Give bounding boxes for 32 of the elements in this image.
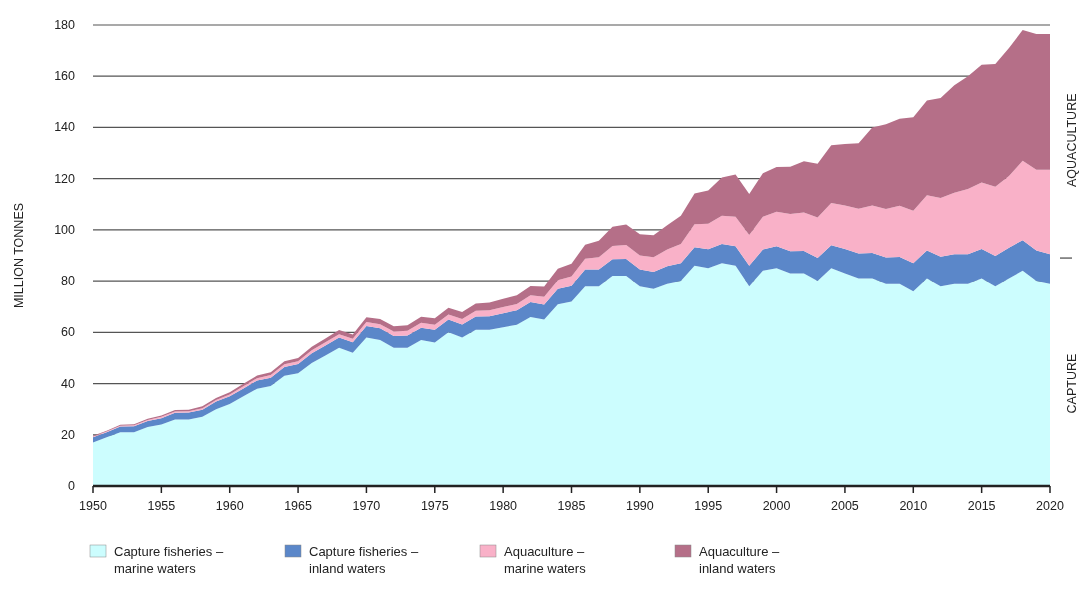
x-tick-label: 1950 (79, 499, 107, 513)
x-tick-label: 1980 (489, 499, 518, 513)
x-tick-label: 2020 (1036, 499, 1064, 513)
x-tick-label: 1995 (694, 499, 723, 513)
x-tick-label: 1970 (352, 499, 381, 513)
y-tick-label: 60 (61, 325, 76, 340)
text: AQUACULTURE (1065, 93, 1079, 188)
x-tick-label: 1985 (557, 499, 586, 513)
x-tick-label: 1975 (420, 499, 449, 513)
text: CAPTURE (1065, 353, 1079, 414)
y-tick-label: 40 (61, 376, 76, 391)
x-tick-label: 1955 (147, 499, 176, 513)
x-tick-label: 1990 (625, 499, 654, 513)
x-tick-label: 2010 (899, 499, 928, 513)
x-tick-label: 2000 (762, 499, 791, 513)
legend-label: Capture fisheries – marine waters (114, 544, 224, 576)
x-tick-label: 1960 (215, 499, 244, 513)
y-tick-label: 180 (54, 18, 76, 32)
legend-label: Capture fisheries – inland waters (309, 544, 419, 576)
y-tick-label: 120 (54, 171, 76, 186)
x-tick-label: 2015 (967, 499, 996, 513)
legend-label: Aquaculture – inland waters (699, 544, 780, 576)
y-tick-label: 160 (54, 69, 76, 84)
y-tick-label: 100 (54, 222, 76, 237)
x-tick-label: 1965 (284, 499, 313, 513)
y-tick-label: 80 (61, 274, 76, 289)
y-axis-title: MILLION TONNES (12, 202, 26, 309)
x-tick-label: 2005 (831, 499, 859, 513)
y-tick-label: 20 (61, 427, 76, 442)
legend-label: Aquaculture – marine waters (504, 544, 587, 576)
y-tick-label: 0 (68, 479, 76, 493)
y-tick-label: 140 (54, 120, 76, 135)
